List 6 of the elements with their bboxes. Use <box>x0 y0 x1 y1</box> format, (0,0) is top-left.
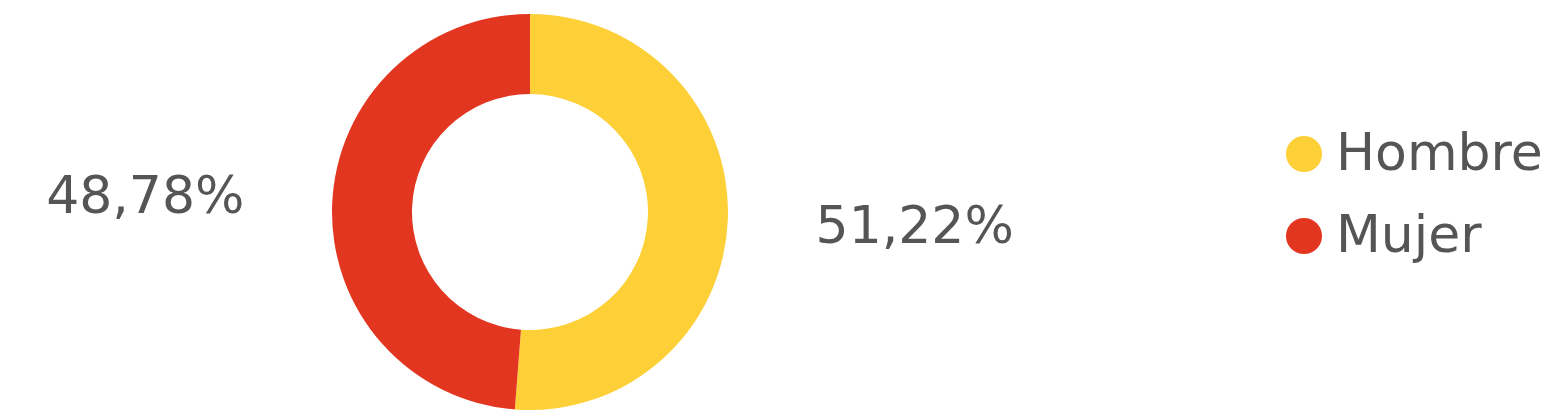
legend-label: Mujer <box>1336 204 1483 264</box>
data-label: 51,22% <box>815 194 1014 255</box>
donut-slice <box>514 14 728 410</box>
legend-label: Hombre <box>1336 122 1543 182</box>
donut-slice <box>332 14 530 410</box>
data-label: 48,78% <box>46 165 245 226</box>
